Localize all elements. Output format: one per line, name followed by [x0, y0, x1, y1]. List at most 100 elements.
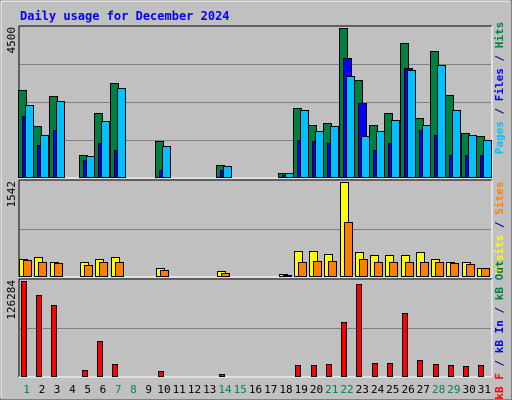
bar-sites: [359, 259, 368, 277]
bar-kb-f: [433, 364, 439, 377]
bar-pages: [25, 105, 34, 178]
bar-kb-f: [36, 295, 42, 377]
bar-sites: [298, 262, 307, 277]
x-tick-label: 18: [279, 383, 292, 396]
bar-pages: [483, 140, 492, 178]
side-legend-part: /: [493, 353, 506, 373]
bar-pages: [422, 125, 431, 178]
bar-sites: [374, 262, 383, 277]
x-tick-label: 26: [401, 383, 414, 396]
x-tick-label: 4: [69, 383, 76, 396]
bar-kb-f: [402, 313, 408, 377]
x-tick-label: 28: [432, 383, 445, 396]
bar-sites: [344, 222, 353, 277]
side-legend-part: kB F: [493, 373, 506, 400]
x-tick-label: 22: [340, 383, 353, 396]
bar-sites: [23, 260, 32, 277]
bar-sites: [160, 270, 169, 277]
bar-pages: [162, 146, 171, 178]
bar-pages: [300, 110, 309, 178]
bar-kb-f: [219, 374, 225, 377]
bar-pages: [223, 166, 232, 178]
bar-kb-f: [448, 365, 454, 377]
bar-sites: [328, 261, 337, 277]
bar-pages: [56, 101, 65, 178]
x-tick-label: 2: [39, 383, 46, 396]
side-legend-part: Visits: [493, 235, 506, 275]
y-max-label: 126284: [5, 280, 18, 320]
bar-kb-f: [295, 365, 301, 377]
x-tick-label: 30: [462, 383, 475, 396]
side-legend-part: kB Out: [493, 260, 506, 300]
side-legend-part: Files: [493, 68, 506, 101]
bar-pages: [376, 131, 385, 178]
x-tick-label: 17: [264, 383, 277, 396]
bar-sites: [313, 261, 322, 277]
y-max-label: 4500: [5, 27, 18, 54]
bar-sites: [420, 262, 429, 277]
x-tick-label: 21: [325, 383, 338, 396]
bar-sites: [405, 262, 414, 277]
bar-kb-f: [158, 371, 164, 377]
bar-sites: [481, 268, 490, 277]
x-tick-label: 20: [310, 383, 323, 396]
bar-sites: [466, 264, 475, 277]
bar-sites: [115, 262, 124, 277]
side-legend-part: /: [493, 300, 506, 320]
x-tick-label: 13: [203, 383, 216, 396]
side-legend-part: Hits: [493, 22, 506, 49]
bar-pages: [391, 120, 400, 178]
bar-sites: [389, 262, 398, 277]
bar-pages: [117, 88, 126, 178]
chart-title: Daily usage for December 2024: [20, 9, 230, 23]
side-legend-part: /: [493, 101, 506, 121]
x-tick-label: 11: [173, 383, 186, 396]
x-tick-label: 16: [249, 383, 262, 396]
x-tick-label: 14: [218, 383, 232, 396]
x-tick-label: 1: [23, 383, 30, 396]
bar-pages: [315, 131, 324, 178]
x-tick-label: 12: [188, 383, 201, 396]
bar-pages: [86, 156, 95, 178]
side-legend-kbytes: kB F / kB In / kB Out: [493, 260, 506, 399]
side-legend-visits-sites: Visits / Sites: [493, 182, 506, 275]
bar-pages: [101, 121, 110, 178]
x-tick-label: 19: [295, 383, 308, 396]
y-max-label: 1542: [5, 181, 18, 208]
bar-pages: [40, 135, 49, 178]
bar-sites: [283, 275, 292, 277]
bar-sites: [450, 263, 459, 277]
x-tick-label: 6: [100, 383, 107, 396]
x-tick-label: 24: [371, 383, 385, 396]
bar-kb-f: [387, 363, 393, 377]
bar-pages: [361, 136, 370, 178]
bar-kb-f: [51, 305, 57, 377]
bar-sites: [435, 262, 444, 277]
bar-kb-f: [463, 366, 469, 377]
x-tick-label: 25: [386, 383, 399, 396]
x-tick-label: 10: [157, 383, 170, 396]
bar-kb-f: [21, 281, 27, 377]
bar-pages: [437, 65, 446, 178]
x-tick-label: 29: [447, 383, 460, 396]
bar-kb-f: [326, 364, 332, 377]
bar-kb-f: [97, 341, 103, 377]
bar-pages: [330, 126, 339, 178]
bar-kb-f: [82, 370, 88, 377]
x-tick-label: 5: [84, 383, 91, 396]
side-legend-part: kB In: [493, 320, 506, 353]
x-tick-label: 31: [478, 383, 491, 396]
bar-sites: [99, 262, 108, 277]
bar-kb-f: [478, 365, 484, 377]
bar-sites: [221, 273, 230, 277]
bar-pages: [285, 173, 294, 178]
x-tick-label: 27: [417, 383, 430, 396]
side-legend-part: /: [493, 48, 506, 68]
bar-kb-f: [417, 360, 423, 377]
bar-sites: [38, 262, 47, 277]
x-tick-label: 8: [130, 383, 137, 396]
x-tick-label: 9: [145, 383, 152, 396]
bar-pages: [452, 110, 461, 178]
